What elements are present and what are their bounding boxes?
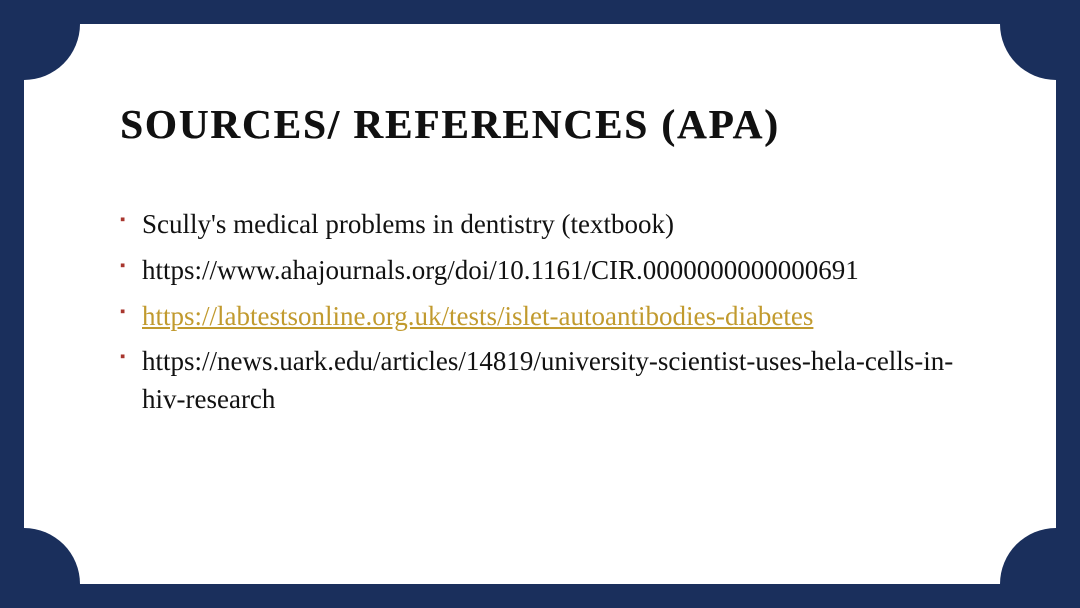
reference-text: https://www.ahajournals.org/doi/10.1161/… bbox=[142, 255, 859, 285]
reference-item: https://news.uark.edu/articles/14819/uni… bbox=[120, 343, 966, 419]
reference-list: Scully's medical problems in dentistry (… bbox=[120, 206, 966, 419]
reference-text: https://news.uark.edu/articles/14819/uni… bbox=[142, 346, 953, 414]
slide-content: SOURCES/ REFERENCES (APA) Scully's medic… bbox=[24, 24, 1056, 584]
slide-title: SOURCES/ REFERENCES (APA) bbox=[120, 100, 966, 148]
reference-item: https://labtestsonline.org.uk/tests/isle… bbox=[120, 298, 966, 336]
reference-text: Scully's medical problems in dentistry (… bbox=[142, 209, 674, 239]
reference-link[interactable]: https://labtestsonline.org.uk/tests/isle… bbox=[142, 301, 813, 331]
reference-item: Scully's medical problems in dentistry (… bbox=[120, 206, 966, 244]
slide-frame: SOURCES/ REFERENCES (APA) Scully's medic… bbox=[24, 24, 1056, 584]
reference-item: https://www.ahajournals.org/doi/10.1161/… bbox=[120, 252, 966, 290]
